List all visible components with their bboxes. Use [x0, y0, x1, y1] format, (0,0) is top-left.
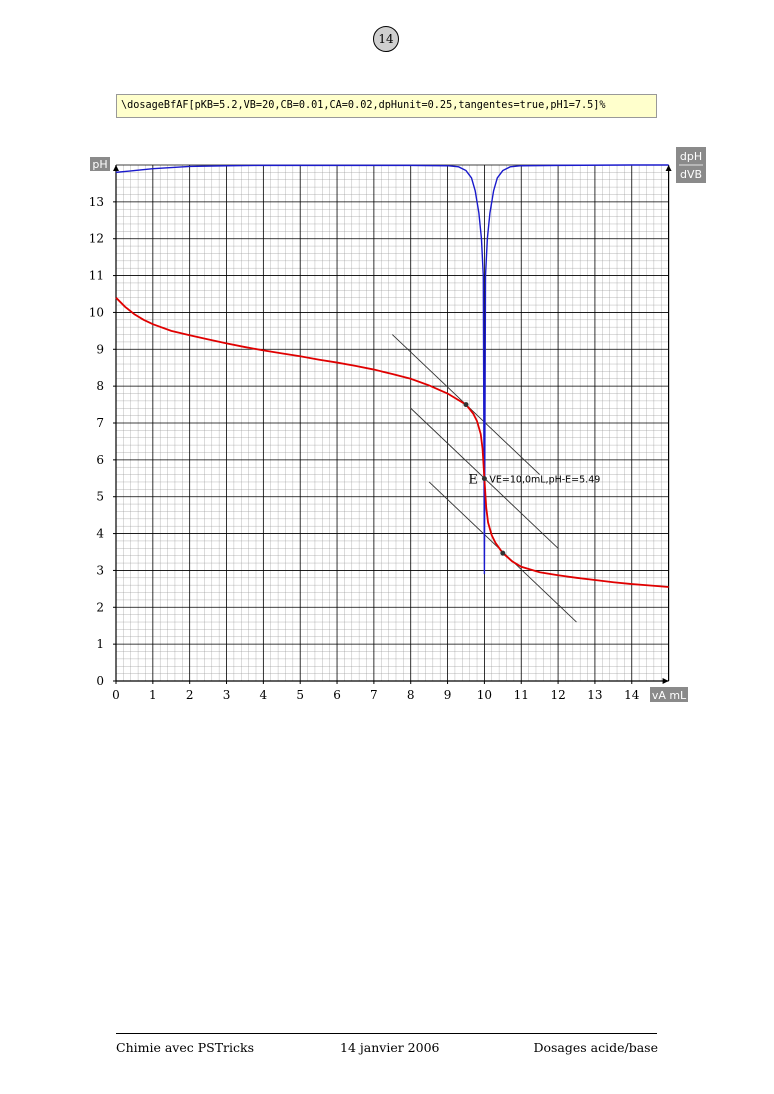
ylabel: pH	[92, 158, 107, 171]
footer-rule	[116, 1033, 657, 1034]
axes	[113, 165, 672, 684]
xlabel: vA mL	[652, 689, 687, 702]
x-tick-label: 9	[444, 688, 452, 702]
major-grid	[116, 164, 669, 681]
footer-left: Chimie avec PSTricks	[116, 1040, 254, 1055]
footer-right: Dosages acide/base	[533, 1040, 658, 1055]
curve-point	[463, 402, 469, 408]
ph-curve	[115, 297, 669, 588]
y-tick-label: 8	[96, 379, 104, 393]
y-tick-label: 5	[96, 490, 104, 504]
y2label-numerator: dpH	[680, 150, 702, 163]
y2label-denominator: dVB	[680, 168, 702, 181]
y-axis-arrow	[113, 165, 119, 171]
equivalence-letter: E	[468, 473, 478, 488]
curve-point	[500, 550, 506, 556]
curves	[115, 164, 669, 588]
x-tick-label: 7	[370, 688, 378, 702]
footer-date: 14 janvier 2006	[340, 1040, 440, 1055]
y-tick-label: 0	[96, 674, 104, 688]
x-axis-arrow	[662, 678, 669, 684]
y-tick-label: 6	[96, 453, 104, 467]
x-tick-label: 3	[223, 688, 231, 702]
minor-grid	[116, 165, 669, 681]
x-tick-label: 1	[149, 688, 157, 702]
x-tick-label: 12	[550, 688, 565, 702]
x-tick-label: 6	[333, 688, 341, 702]
y-tick-label: 13	[89, 195, 104, 209]
y-tick-label: 4	[96, 527, 104, 541]
x-tick-label: 5	[296, 688, 304, 702]
x-tick-label: 0	[112, 688, 120, 702]
x-tick-label: 8	[407, 688, 415, 702]
x-tick-label: 14	[624, 688, 640, 702]
y2-axis-arrow	[665, 165, 672, 171]
page-number: 14	[373, 26, 399, 52]
y-tick-label: 3	[96, 563, 104, 577]
x-tick-label: 2	[186, 688, 194, 702]
x-tick-label: 13	[587, 688, 602, 702]
equivalence-label: VE=10,0mL,pH-E=5.49	[489, 475, 600, 486]
axis-labels: 0 1 2 3 4 5 6 7 8 9 10 11 12 13 14012345678910111213pH…	[89, 147, 706, 702]
command-code-box: \dosageBfAF[pKB=5.2,VB=20,CB=0.01,CA=0.0…	[116, 94, 657, 118]
derivative-curve	[115, 164, 669, 575]
x-tick-label: 10	[477, 688, 492, 702]
x-tick-label: 4	[260, 688, 268, 702]
y-tick-label: 9	[96, 342, 104, 356]
ylabel-badge	[90, 157, 110, 171]
y-tick-label: 7	[96, 416, 104, 430]
curve-point	[481, 476, 487, 482]
y-tick-label: 1	[96, 637, 104, 651]
x-tick-label: 11	[514, 688, 529, 702]
y-tick-label: 11	[89, 269, 104, 283]
xlabel-badge	[650, 687, 688, 702]
y-tick-label: 10	[89, 305, 104, 319]
y-tick-label: 2	[96, 600, 104, 614]
curve-points	[463, 402, 506, 556]
y-tick-label: 12	[89, 232, 104, 246]
